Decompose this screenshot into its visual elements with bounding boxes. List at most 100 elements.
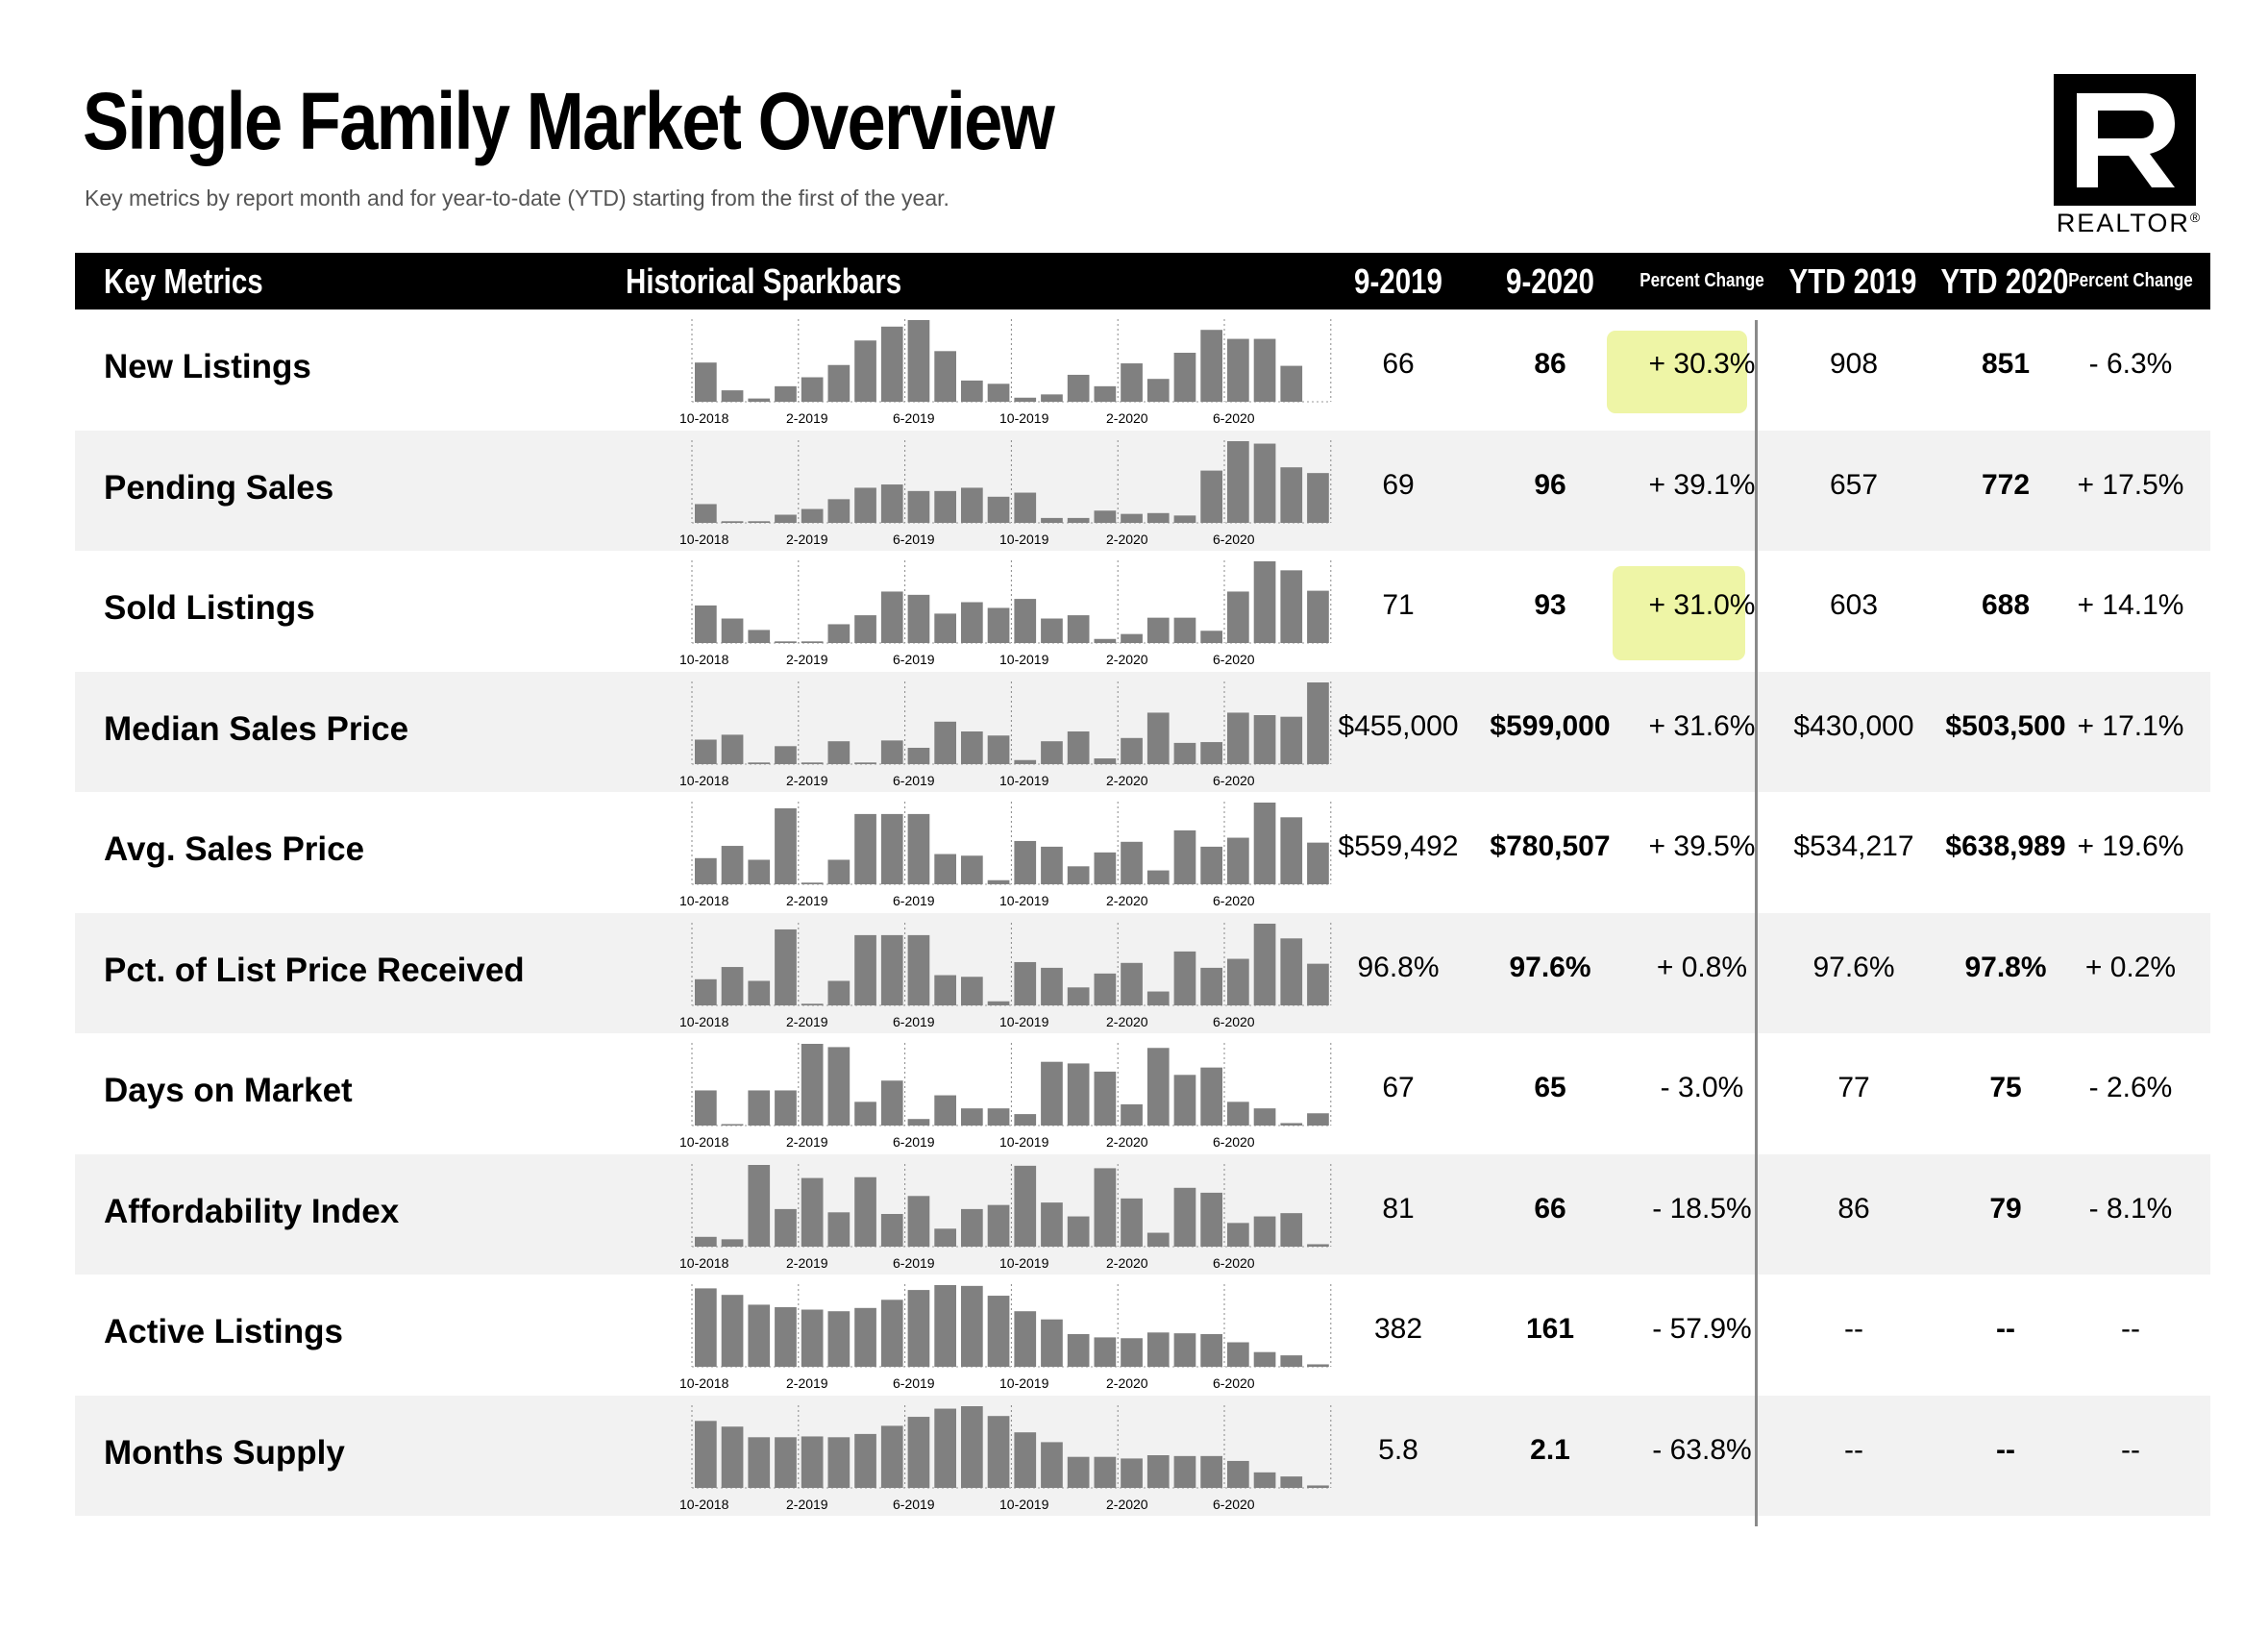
sparkbar <box>748 859 771 884</box>
sparkbar <box>695 857 717 884</box>
value-pct-change-ytd: + 19.6% <box>2077 830 2184 862</box>
sparkbar <box>1146 870 1170 884</box>
sparkbar-axis-label: 6-2020 <box>1213 773 1255 788</box>
header-sparkbars: Historical Sparkbars <box>626 261 902 301</box>
sparkbar-axis-label: 10-2019 <box>999 1014 1049 1029</box>
sparkbar <box>748 1164 771 1247</box>
metric-label: New Listings <box>104 348 311 385</box>
realtor-r-icon <box>2054 74 2196 206</box>
sparkbar <box>1253 1472 1276 1488</box>
sparkbar <box>934 490 956 523</box>
value-pct-change-month: + 31.0% <box>1648 589 1756 621</box>
sparkbar <box>1067 1456 1090 1488</box>
sparkbar <box>1307 842 1329 884</box>
sparkbar <box>1041 1201 1063 1247</box>
sparkbar <box>961 855 983 884</box>
header-month-prev: 9-2019 <box>1354 261 1442 301</box>
sparkbar <box>1014 1114 1037 1126</box>
value-pct-change-ytd: + 17.1% <box>2077 709 2184 742</box>
sparkbar-axis-label: 10-2019 <box>999 1375 1049 1391</box>
sparkbar <box>880 1424 903 1488</box>
sparkbar <box>748 1304 771 1367</box>
sparkbar <box>987 1415 1010 1488</box>
value-ytd-curr: 97.8% <box>1964 951 2047 983</box>
sparkbar <box>907 320 930 402</box>
sparkbar-axis-label: 2-2020 <box>1106 1014 1148 1029</box>
sparkbar <box>1014 961 1037 1005</box>
value-ytd-prev: -- <box>1844 1313 1863 1345</box>
table-row: Months Supply 10-2018 2-2019 6-2019 10-2019 2… <box>75 1395 2210 1516</box>
value-month-curr: 161 <box>1525 1313 1575 1345</box>
value-ytd-prev: 77 <box>1837 1072 1870 1103</box>
sparkbar <box>801 1309 824 1367</box>
sparkbar <box>1173 514 1196 523</box>
realtor-logo: REALTOR® <box>2050 74 2208 237</box>
sparkbar <box>1280 937 1303 1005</box>
sparkbar <box>695 362 717 402</box>
sparkbar <box>1200 1334 1222 1367</box>
sparkbar <box>854 1102 876 1126</box>
sparkbar <box>880 483 903 523</box>
sparkbar <box>801 882 824 884</box>
sparkbar-axis-label: 2-2020 <box>1106 410 1148 426</box>
sparkbar <box>827 1047 850 1126</box>
value-month-curr: 96 <box>1534 468 1566 501</box>
sparkbar <box>907 490 930 523</box>
value-pct-change-ytd: -- <box>2121 1313 2140 1345</box>
value-month-curr: 97.6% <box>1509 951 1591 983</box>
sparkbar <box>1280 466 1303 523</box>
sparkbar <box>1200 846 1222 884</box>
sparkbar-axis-label: 2-2019 <box>786 893 828 908</box>
sparkbar <box>1121 1457 1143 1488</box>
sparkbar <box>880 326 903 402</box>
sparkbar-axis-label: 6-2019 <box>893 1134 935 1150</box>
sparkbar <box>1227 591 1249 643</box>
ytd-divider <box>1755 320 1758 1526</box>
sparkbar-axis-label: 2-2019 <box>786 1134 828 1150</box>
table-row: New Listings 10-2018 2-2019 6-2019 10-2019 2-… <box>75 309 2210 431</box>
table-row: Active Listings 10-2018 2-2019 6-2019 10-201… <box>75 1275 2210 1396</box>
sparkbar <box>1227 338 1249 402</box>
sparkbar <box>1121 841 1143 884</box>
value-pct-change-month: - 57.9% <box>1652 1313 1752 1345</box>
sparkbar <box>1227 1102 1249 1126</box>
sparkbar <box>854 761 876 764</box>
sparkbar-axis-label: 10-2019 <box>999 532 1049 547</box>
sparkbar-axis-label: 10-2018 <box>679 773 729 788</box>
metric-label: Affordability Index <box>104 1192 400 1230</box>
value-ytd-prev: 908 <box>1829 348 1879 380</box>
sparkbar <box>1253 1108 1276 1126</box>
sparkbar <box>1067 517 1090 523</box>
sparkbar-axis-label: 2-2020 <box>1106 773 1148 788</box>
sparkbar <box>961 380 983 402</box>
value-month-curr: 93 <box>1534 589 1566 621</box>
sparkbar <box>854 1176 876 1247</box>
sparkbar <box>827 364 850 402</box>
table-body: New Listings 10-2018 2-2019 6-2019 10-2019 2-… <box>75 309 2210 1516</box>
sparkbar <box>1121 363 1143 402</box>
sparkbar-chart: 10-2018 2-2019 6-2019 10-2019 2-2020 6-2020 <box>679 922 1332 1029</box>
sparkbar-axis-label: 10-2018 <box>679 1255 729 1271</box>
page-subtitle: Key metrics by report month and for year… <box>85 186 949 210</box>
value-ytd-curr: 772 <box>1981 468 2031 501</box>
header-ytd-prev: YTD 2019 <box>1788 261 1917 301</box>
sparkbar-chart: 10-2018 2-2019 6-2019 10-2019 2-2020 6-2020 <box>679 1404 1332 1512</box>
sparkbar <box>1173 353 1196 402</box>
sparkbar <box>775 1306 797 1367</box>
sparkbar-axis-label: 10-2018 <box>679 1134 729 1150</box>
sparkbar <box>987 1001 1010 1005</box>
sparkbar <box>880 1080 903 1126</box>
sparkbar <box>1307 963 1329 1005</box>
value-month-prev: 66 <box>1382 348 1415 380</box>
value-pct-change-ytd: - 8.1% <box>2088 1192 2173 1225</box>
sparkbar <box>801 1044 824 1126</box>
sparkbar <box>1094 1456 1117 1488</box>
sparkbar <box>961 1108 983 1126</box>
sparkbar <box>934 975 956 1005</box>
sparkbar-chart: 10-2018 2-2019 6-2019 10-2019 2-2020 6-2020 <box>679 560 1332 667</box>
sparkbar <box>1014 397 1037 402</box>
sparkbar <box>961 1405 983 1488</box>
sparkbar <box>934 1227 956 1247</box>
sparkbar-axis-label: 10-2019 <box>999 1255 1049 1271</box>
sparkbar <box>934 613 956 643</box>
